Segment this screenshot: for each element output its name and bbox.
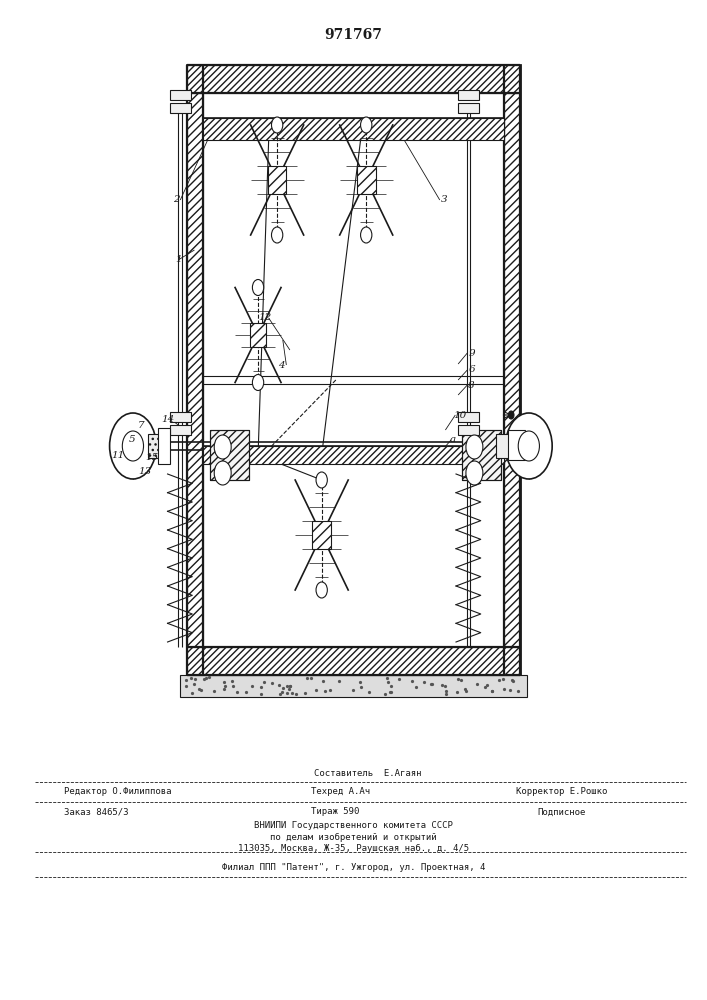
Text: 15: 15: [146, 452, 158, 462]
Text: 1: 1: [175, 255, 182, 264]
Text: 10: 10: [453, 410, 466, 420]
Circle shape: [214, 461, 231, 485]
Bar: [170, 90, 191, 100]
Bar: [357, 166, 375, 194]
Circle shape: [214, 435, 231, 459]
Circle shape: [316, 472, 327, 488]
Circle shape: [466, 435, 483, 459]
Circle shape: [252, 279, 264, 296]
Circle shape: [316, 582, 327, 598]
Text: Тираж 590: Тираж 590: [311, 808, 359, 816]
Circle shape: [271, 227, 283, 243]
Bar: [180, 675, 527, 697]
Text: 2: 2: [173, 196, 180, 205]
Bar: [203, 446, 504, 464]
Bar: [458, 412, 479, 422]
Bar: [462, 430, 501, 480]
Text: 3: 3: [440, 196, 448, 205]
Text: 6: 6: [468, 365, 475, 374]
Bar: [210, 430, 249, 480]
Text: 9: 9: [468, 349, 475, 358]
Bar: [170, 412, 191, 422]
Bar: [158, 428, 170, 464]
Text: Редактор О.Филиппова: Редактор О.Филиппова: [64, 788, 171, 796]
Bar: [462, 430, 501, 480]
Bar: [210, 430, 249, 480]
Text: 7: 7: [138, 420, 145, 430]
Bar: [148, 434, 164, 458]
Bar: [504, 93, 520, 647]
Text: Заказ 8465/3: Заказ 8465/3: [64, 808, 128, 816]
Text: 5: 5: [129, 436, 136, 444]
Circle shape: [252, 374, 264, 390]
Circle shape: [466, 461, 483, 485]
Text: 113035, Москва, Ж-35, Раушская наб., д. 4/5: 113035, Москва, Ж-35, Раушская наб., д. …: [238, 843, 469, 853]
Bar: [187, 93, 203, 647]
Bar: [458, 425, 479, 435]
Circle shape: [271, 117, 283, 133]
Bar: [170, 425, 191, 435]
Bar: [312, 521, 331, 549]
Bar: [496, 434, 512, 458]
Bar: [170, 103, 191, 113]
Text: 14: 14: [161, 416, 174, 424]
Circle shape: [122, 431, 144, 461]
Text: 971767: 971767: [325, 28, 382, 42]
Text: 11: 11: [112, 450, 124, 460]
Circle shape: [518, 431, 539, 461]
Text: по делам изобретений и открытий: по делам изобретений и открытий: [270, 832, 437, 842]
Text: Филиал ППП "Патент", г. Ужгород, ул. Проектная, 4: Филиал ППП "Патент", г. Ужгород, ул. Про…: [222, 862, 485, 871]
Text: Корректор Е.Рошко: Корректор Е.Рошко: [516, 788, 607, 796]
Text: ВНИИПИ Государственного комитета СССР: ВНИИПИ Государственного комитета СССР: [254, 820, 453, 830]
Bar: [187, 65, 520, 93]
Bar: [458, 90, 479, 100]
Text: 8: 8: [468, 380, 475, 389]
Text: 4: 4: [278, 360, 285, 369]
Circle shape: [361, 117, 372, 133]
Bar: [250, 323, 266, 347]
Bar: [203, 118, 504, 140]
Circle shape: [110, 413, 156, 479]
Text: Составитель  Е.Агаян: Составитель Е.Агаян: [314, 768, 421, 778]
Circle shape: [506, 413, 552, 479]
Bar: [458, 103, 479, 113]
Circle shape: [508, 411, 514, 419]
Text: a: a: [450, 436, 456, 444]
Circle shape: [361, 227, 372, 243]
Text: Подписное: Подписное: [537, 808, 585, 816]
Bar: [187, 647, 520, 675]
Bar: [187, 65, 520, 675]
Text: 13: 13: [139, 468, 151, 477]
Bar: [268, 166, 286, 194]
Text: 12: 12: [258, 314, 271, 322]
Text: Техред А.Ач: Техред А.Ач: [311, 788, 370, 796]
Bar: [508, 430, 525, 460]
